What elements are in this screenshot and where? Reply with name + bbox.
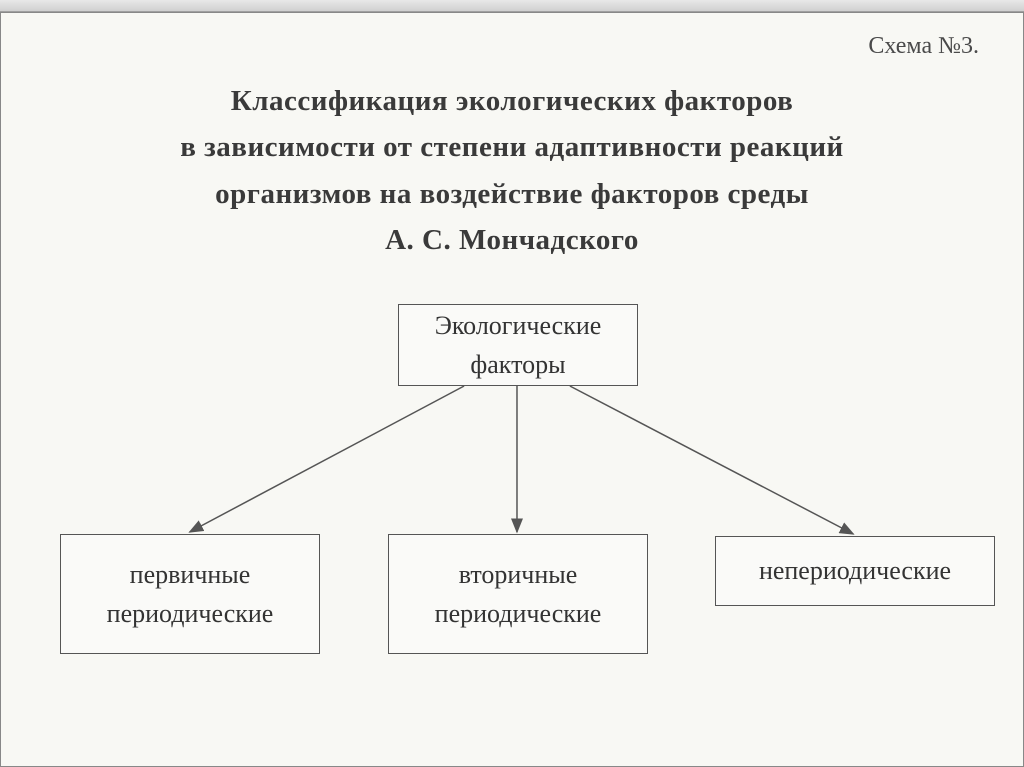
toolbar-strip [0, 0, 1024, 12]
title-line-4: А. С. Мончадского [25, 217, 999, 263]
child-node-1: первичные периодические [60, 534, 320, 654]
page-content: Схема №3. Классификация экологических фа… [0, 12, 1024, 767]
child-node-3: непериодические [715, 536, 995, 606]
child-node-2: вторичные периодические [388, 534, 648, 654]
root-node: Экологические факторы [398, 304, 638, 386]
title-block: Классификация экологических факторов в з… [25, 78, 999, 264]
title-line-1: Классификация экологических факторов [25, 78, 999, 124]
root-node-line1: Экологические [435, 306, 602, 345]
arrow-3 [570, 386, 853, 534]
title-line-3: организмов на воздействие факторов среды [25, 171, 999, 217]
diagram-area: Экологические факторы первичные периодич… [25, 304, 999, 724]
root-node-line2: факторы [470, 345, 565, 384]
child-2-line2: периодические [435, 594, 602, 633]
child-3-line1: непериодические [759, 551, 951, 590]
child-1-line1: первичные [130, 555, 251, 594]
child-2-line1: вторичные [459, 555, 578, 594]
child-1-line2: периодические [107, 594, 274, 633]
scheme-label: Схема №3. [25, 33, 999, 60]
arrow-1 [190, 386, 464, 532]
title-line-2: в зависимости от степени адаптивности ре… [25, 124, 999, 170]
